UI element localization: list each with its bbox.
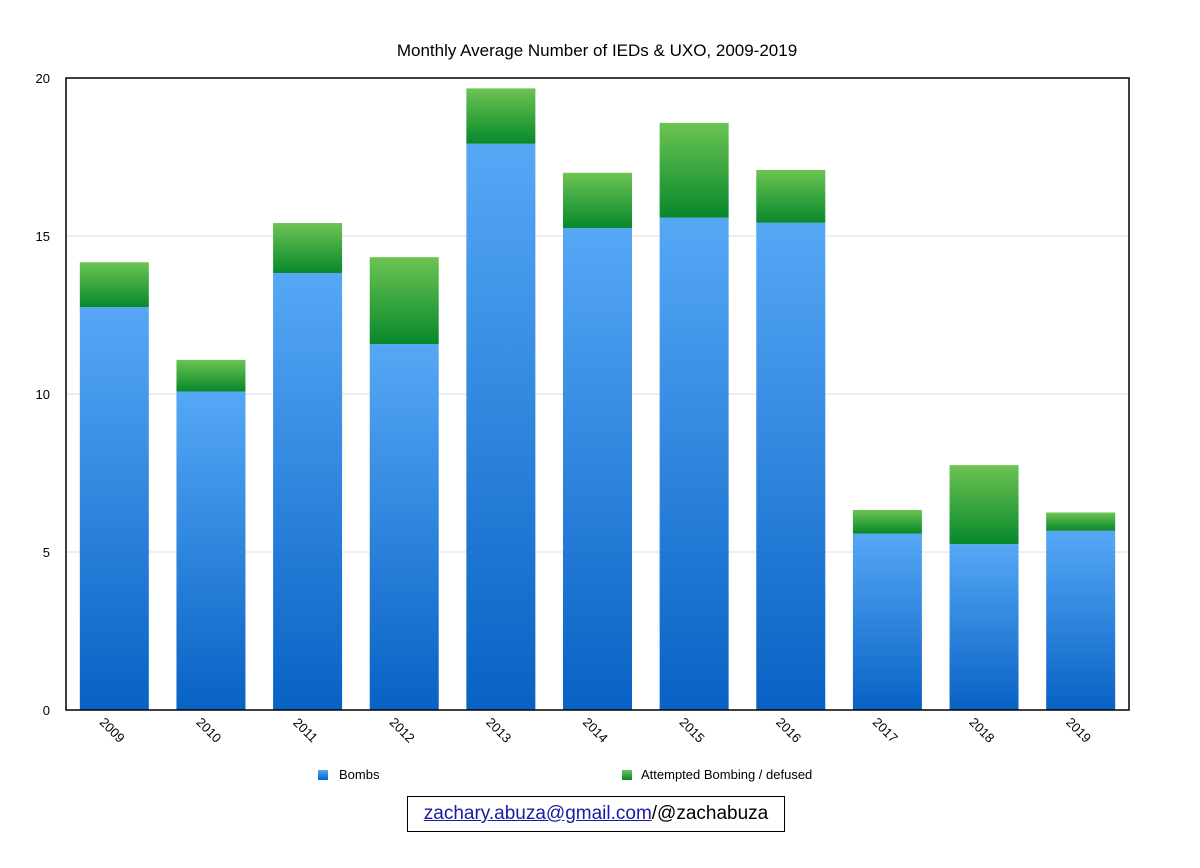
chart-title: Monthly Average Number of IEDs & UXO, 20… (397, 41, 797, 60)
legend-swatch-bombs (318, 770, 328, 780)
x-tick-label: 2011 (290, 715, 320, 745)
bar-bombs-2019 (1046, 530, 1116, 710)
plot-frame (65, 77, 1130, 711)
y-axis-ticks: 0 5 10 15 20 (36, 71, 50, 718)
credit-email-link[interactable]: zachary.abuza@gmail.com (423, 803, 652, 824)
y-tick-label: 15 (36, 229, 50, 244)
bar-defused-2016 (756, 169, 826, 223)
x-tick-label: 2014 (580, 715, 611, 746)
bar-defused-2009 (79, 262, 149, 308)
y-tick-label: 0 (43, 703, 50, 718)
credit-handle: /@zachabuza (651, 803, 769, 824)
x-tick-label: 2016 (773, 715, 804, 746)
bar-bombs-2013 (466, 143, 536, 710)
y-tick-label: 20 (36, 71, 50, 86)
x-tick-label: 2010 (193, 715, 224, 746)
legend: Bombs Attempted Bombing / defused (318, 767, 812, 782)
bar-bombs-2010 (176, 391, 246, 710)
bar-defused-2018 (949, 465, 1019, 545)
bar-defused-2017 (852, 509, 922, 534)
bar-defused-2010 (176, 359, 246, 392)
credit-box: zachary.abuza@gmail.com/@zachabuza (407, 796, 785, 832)
bar-bombs-2009 (79, 307, 149, 710)
bar-bombs-2016 (756, 222, 826, 710)
bar-bombs-2012 (369, 344, 439, 710)
bar-bombs-2015 (659, 217, 729, 710)
y-tick-label: 5 (43, 545, 50, 560)
bar-bombs-2017 (852, 533, 922, 710)
bars (79, 88, 1116, 710)
bar-defused-2019 (1046, 512, 1116, 531)
bar-defused-2011 (273, 223, 343, 273)
bar-defused-2012 (369, 257, 439, 345)
x-tick-label: 2018 (966, 715, 997, 746)
x-tick-label: 2012 (387, 715, 418, 746)
bar-bombs-2014 (563, 228, 632, 710)
x-axis-ticks: 2009 2010 2011 2012 2013 2014 2015 2016 2017 2018… (97, 715, 1094, 746)
x-tick-label: 2013 (483, 715, 514, 746)
x-tick-label: 2009 (97, 715, 128, 746)
legend-label-defused: Attempted Bombing / defused (641, 767, 812, 782)
y-tick-label: 10 (36, 387, 50, 402)
bar-defused-2014 (563, 172, 632, 229)
legend-swatch-defused (622, 770, 632, 780)
x-tick-label: 2017 (870, 715, 901, 746)
bar-bombs-2018 (949, 544, 1019, 710)
legend-label-bombs: Bombs (339, 767, 380, 782)
bar-bombs-2011 (273, 272, 343, 710)
x-tick-label: 2015 (677, 715, 708, 746)
x-tick-label: 2019 (1063, 715, 1094, 746)
bar-defused-2013 (466, 88, 536, 144)
bar-defused-2015 (659, 122, 729, 218)
